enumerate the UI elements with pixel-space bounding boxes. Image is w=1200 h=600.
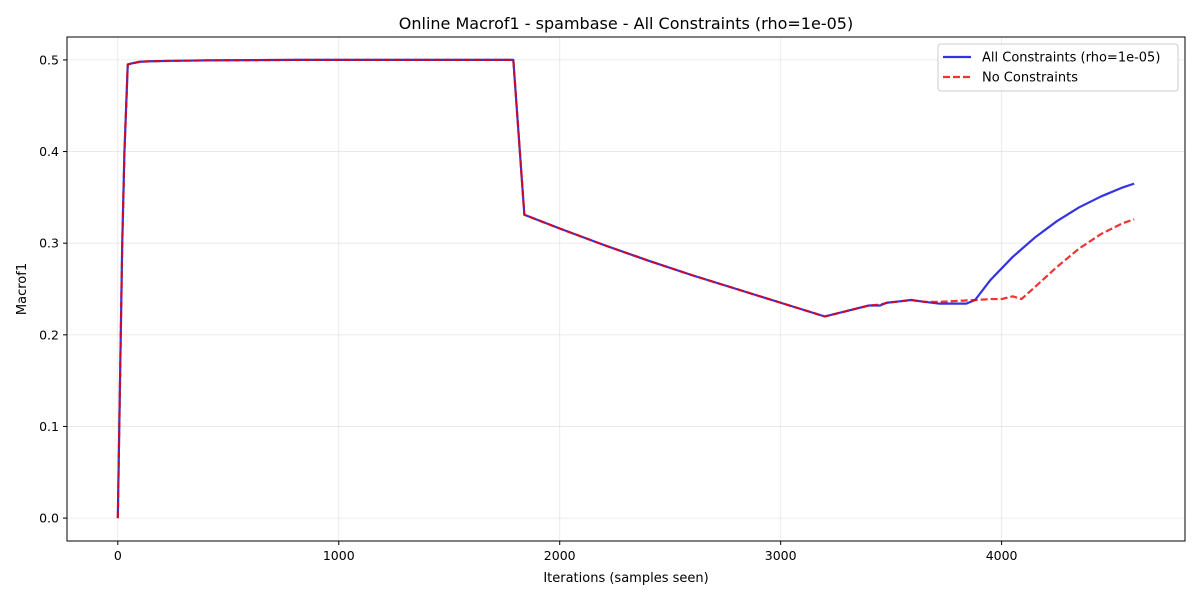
x-axis-label: Iterations (samples seen) [543,571,708,586]
series-line-no-constraints [116,58,1135,519]
legend-label: All Constraints (rho=1e-05) [982,51,1160,66]
y-tick-label: 0.0 [39,511,59,526]
y-axis-label: Macrof1 [15,263,30,315]
series-layer [116,58,1135,519]
plot-frame [66,36,1186,542]
legend-box [937,43,1179,92]
chart-title: Online Macrof1 - spambase - All Constrai… [399,14,853,33]
x-tick-label: 0 [114,548,122,563]
y-tick-label: 0.1 [39,419,59,434]
x-tick-label: 4000 [986,548,1018,563]
axis-ticks: 0 1000 2000 3000 4000 0.0 0.1 0.2 0.3 0.4 0.5 [39,52,1017,563]
y-tick-label: 0.5 [39,52,59,67]
x-tick-label: 2000 [544,548,576,563]
x-tick-label: 3000 [765,548,797,563]
legend-label: No Constraints [982,71,1078,86]
y-tick-label: 0.3 [39,236,59,251]
legend: All Constraints (rho=1e-05) No Constraint… [937,43,1179,92]
y-tick-label: 0.2 [39,327,59,342]
x-tick-label: 1000 [323,548,355,563]
y-tick-label: 0.4 [39,144,59,159]
